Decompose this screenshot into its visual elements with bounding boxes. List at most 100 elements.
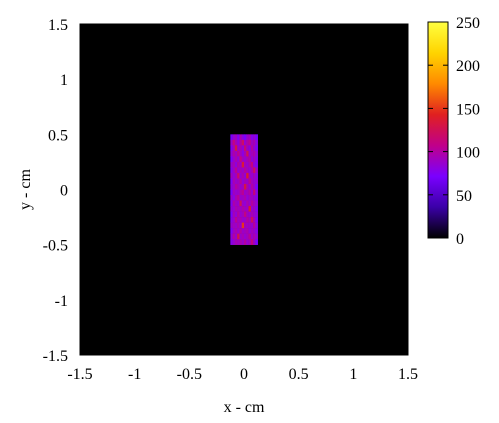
heatmap-cell [246, 222, 249, 229]
heatmap-cell [250, 172, 254, 179]
heatmap-cell [239, 139, 243, 146]
heatmap-cell [250, 139, 254, 146]
heatmap-cell [250, 217, 254, 223]
heatmap-cell [248, 189, 252, 196]
heatmap-cell [248, 145, 252, 152]
heatmap-cell [250, 206, 254, 212]
colorbar [427, 21, 449, 239]
heatmap-cell [255, 183, 258, 190]
heatmap-cell [253, 150, 256, 157]
y-tick-label: -0.5 [43, 238, 68, 255]
heatmap-cell [246, 211, 249, 218]
heatmap-cell [253, 156, 256, 163]
heatmap-cell [248, 217, 252, 223]
heatmap-cell [232, 222, 236, 229]
heatmap-cell [250, 161, 254, 168]
heatmap-cell [244, 233, 247, 240]
heatmap-cell [253, 139, 256, 146]
heatmap-cell [241, 239, 245, 245]
heatmap-cell [237, 139, 240, 146]
heatmap-cell [253, 228, 256, 234]
heatmap-cell [250, 134, 254, 141]
heatmap-cell [246, 195, 249, 201]
heatmap-cell [255, 145, 258, 152]
heatmap-cell [248, 183, 252, 190]
heatmap-cell [241, 217, 245, 223]
heatmap-cell [230, 145, 233, 152]
heatmap-cell [248, 195, 252, 201]
heatmap-cell [237, 233, 240, 240]
heatmap-cell [246, 167, 249, 174]
colorbar-tick-label: 200 [456, 58, 480, 75]
heatmap-cell [253, 206, 256, 212]
heatmap-cell [250, 222, 254, 229]
heatmap-cell [246, 172, 249, 179]
heatmap-cell [250, 167, 254, 174]
heatmap-cell [255, 200, 258, 207]
heatmap-cell [232, 239, 236, 245]
heatmap-cell [234, 222, 238, 229]
heatmap-cell [253, 217, 256, 223]
heatmap-cell [237, 178, 240, 185]
heatmap-cell [232, 178, 236, 185]
colorbar-tick-label: 100 [456, 145, 480, 162]
heatmap-cell [234, 233, 238, 240]
heatmap-cell [234, 195, 238, 201]
heatmap-cell [248, 222, 252, 229]
heatmap-cell [239, 156, 243, 163]
x-tick-label: -1.5 [67, 366, 92, 383]
heatmap-cells [230, 134, 258, 245]
x-axis-label: x - cm [224, 399, 265, 416]
heatmap-cell [241, 139, 245, 146]
heatmap-cell [230, 189, 233, 196]
heatmap-cell [241, 211, 245, 218]
heatmap-cell [244, 211, 247, 218]
heatmap-cell [230, 172, 233, 179]
heatmap-cell [244, 167, 247, 174]
y-axis-ticks: -1.5 -1 -0.5 0 0.5 1 1.5 [43, 17, 408, 365]
heatmap-cell [241, 183, 245, 190]
heatmap-cell [237, 161, 240, 168]
heatmap-cell [239, 178, 243, 185]
heatmap-cell [250, 150, 254, 157]
heatmap-cell [248, 239, 252, 245]
heatmap-cell [253, 167, 256, 174]
y-tick-label: 1 [60, 72, 68, 89]
heatmap-cell [234, 150, 238, 157]
heatmap-cell [246, 200, 249, 207]
heatmap-cell [248, 139, 252, 146]
heatmap-cell [237, 134, 240, 141]
heatmap-cell [232, 167, 236, 174]
heatmap-cell [230, 161, 233, 168]
heatmap-cell [244, 189, 247, 196]
heatmap-cell [239, 189, 243, 196]
heatmap-cell [239, 206, 243, 212]
heatmap-cell [237, 167, 240, 174]
heatmap-cell [232, 211, 236, 218]
heatmap-cell [246, 145, 249, 152]
heatmap-cell [239, 172, 243, 179]
heatmap-cell [244, 222, 247, 229]
heatmap-cell [253, 134, 256, 141]
heatmap-cell [244, 200, 247, 207]
heatmap-cell [237, 172, 240, 179]
heatmap-cell [234, 172, 238, 179]
heatmap-cell [237, 228, 240, 234]
heatmap-cell [246, 178, 249, 185]
heatmap-cell [250, 156, 254, 163]
heatmap-cell [241, 195, 245, 201]
heatmap-cell [255, 206, 258, 212]
heatmap-cell [248, 178, 252, 185]
heatmap-cell [250, 228, 254, 234]
heatmap-cell [241, 167, 245, 174]
heatmap-cell [234, 145, 238, 152]
x-tick-label: 1 [349, 366, 357, 383]
heatmap-cell [255, 222, 258, 229]
x-axis-ticks: -1.5 -1 -0.5 0 0.5 1 1.5 [67, 24, 418, 383]
heatmap-cell [237, 145, 240, 152]
heatmap-cell [241, 222, 245, 229]
heatmap-cell [253, 172, 256, 179]
heatmap-cell [253, 211, 256, 218]
colorbar-tick-label: 250 [456, 15, 480, 32]
heatmap-cell [234, 200, 238, 207]
